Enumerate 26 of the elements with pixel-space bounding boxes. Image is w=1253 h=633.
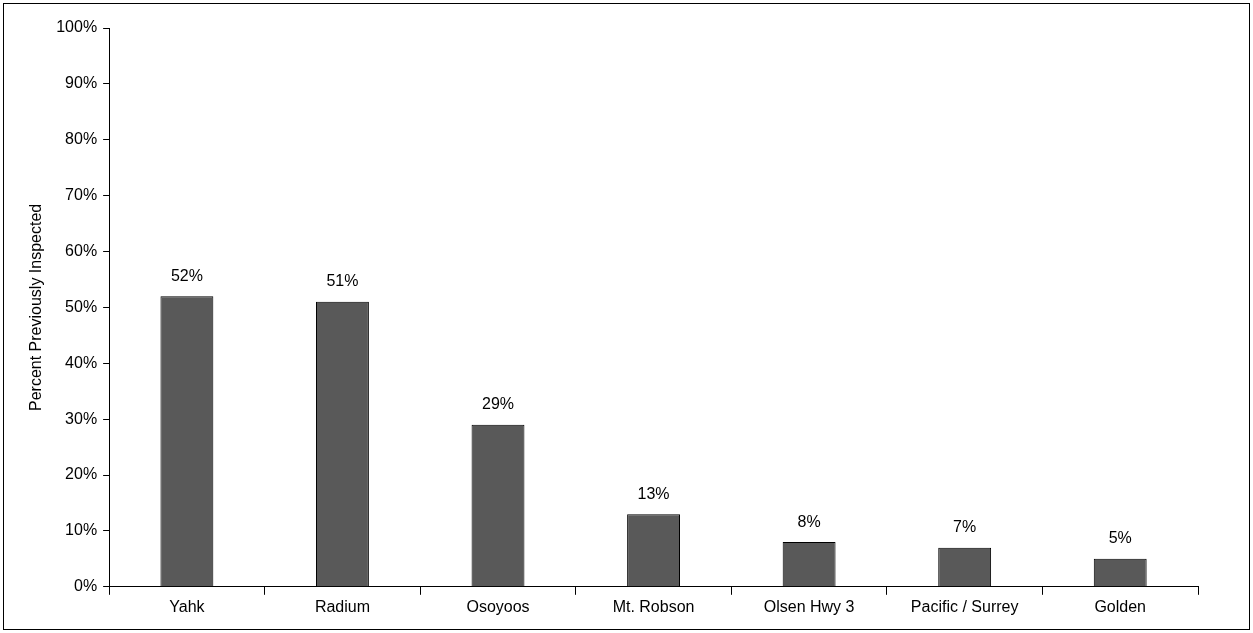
data-label: 51% <box>326 272 359 290</box>
x-tick-label: Mt. Robson <box>612 597 695 615</box>
y-tick-label: 0% <box>74 577 98 595</box>
data-label: 5% <box>1108 529 1132 547</box>
y-tick-label: 60% <box>65 241 98 259</box>
y-tick-label: 10% <box>65 521 98 539</box>
y-tick-label: 90% <box>65 74 98 92</box>
y-tick-label: 30% <box>65 409 98 427</box>
y-tick-label: 20% <box>65 465 98 483</box>
x-tick-label: Osoyoos <box>466 597 530 615</box>
data-label: 29% <box>481 395 515 413</box>
data-label: 7% <box>953 518 977 536</box>
y-tick-label: 40% <box>65 353 98 371</box>
data-label: 8% <box>797 512 821 530</box>
x-tick-label: Olsen Hwy 3 <box>763 597 855 615</box>
y-axis-title: Percent Previously Inspected <box>27 203 45 412</box>
x-tick-label: Radium <box>314 597 371 615</box>
y-tick-label: 100% <box>56 18 98 36</box>
x-tick-label: Golden <box>1094 597 1147 615</box>
x-tick-label: Pacific / Surrey <box>910 597 1019 615</box>
data-label: 13% <box>637 484 670 502</box>
y-tick-label: 80% <box>65 130 98 148</box>
y-tick-label: 70% <box>65 186 98 204</box>
x-tick-label: Yahk <box>169 597 206 615</box>
data-label: 52% <box>170 266 203 284</box>
y-tick-label: 50% <box>65 297 98 315</box>
